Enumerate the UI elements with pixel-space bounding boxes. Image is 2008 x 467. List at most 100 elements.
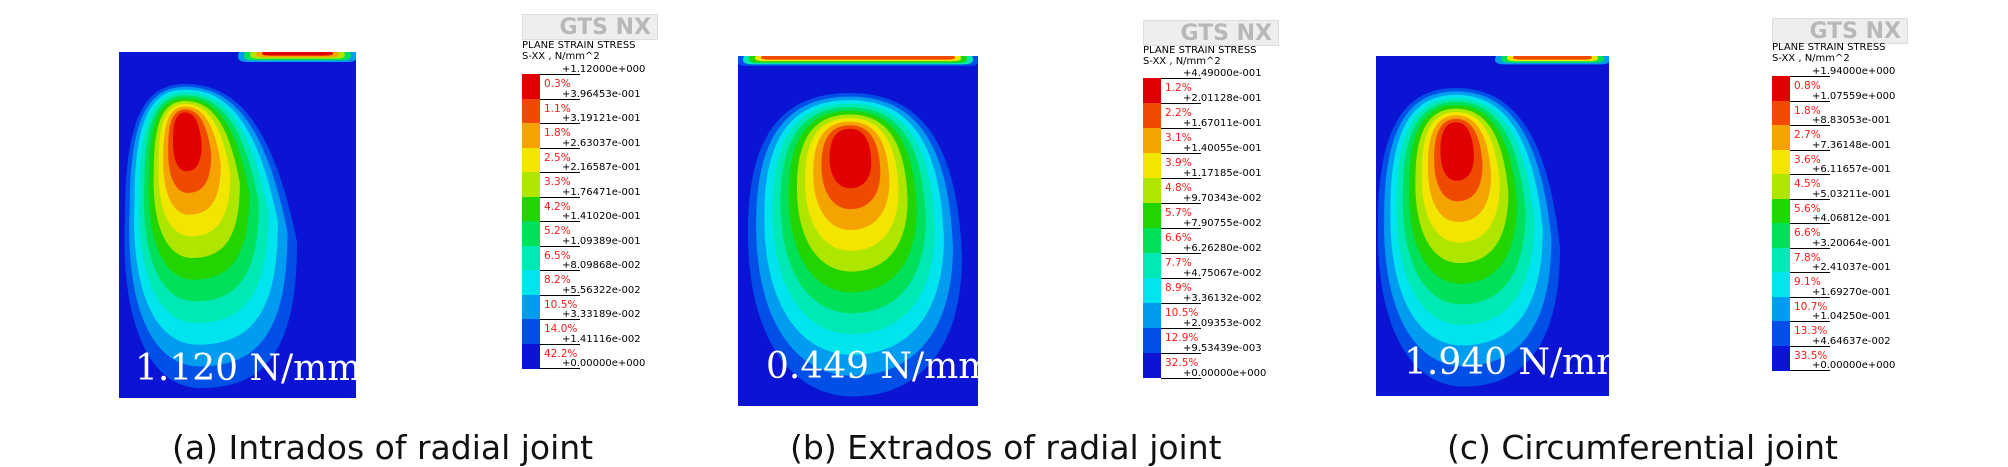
legend-value: +1.41020e-001	[562, 211, 641, 222]
legend-percent: 33.5%	[1794, 349, 1828, 362]
legend-tick	[540, 245, 580, 247]
legend-tick	[1161, 328, 1201, 329]
legend-tick	[1161, 253, 1201, 254]
legend-a: PLANE STRAIN STRESS S-XX , N/mm^2 0.3% 1.1%…	[522, 0, 672, 380]
legend-percent: 4.8%	[1165, 182, 1192, 194]
contour-band	[1440, 122, 1474, 181]
legend-value: +6.11657e-001	[1812, 164, 1891, 175]
legend-tick	[1161, 353, 1201, 354]
legend-tick	[540, 270, 580, 271]
legend-percent: 3.3%	[544, 176, 571, 188]
legend-percent: 10.5%	[1165, 307, 1199, 319]
legend-percent: 7.7%	[1165, 257, 1192, 269]
legend-tick	[1161, 278, 1201, 279]
contour-plot-c: 1.940 N/mm2	[1376, 56, 1609, 396]
legend-tick	[1790, 125, 1830, 126]
legend-percent: 14.0%	[544, 323, 578, 335]
legend-value: +1.94000e+000	[1812, 66, 1896, 77]
legend-percent: 2.5%	[544, 151, 571, 164]
legend-percent: 7.8%	[1794, 251, 1821, 264]
legend-percent: 1.2%	[1165, 82, 1192, 94]
legend-tick	[1790, 345, 1830, 347]
legend-tick	[1790, 247, 1830, 249]
legend-color-band	[1143, 78, 1161, 103]
legend-color-band	[522, 98, 540, 124]
top-edge-stress-band	[1513, 56, 1592, 60]
legend-color-band	[522, 319, 540, 344]
legend-value: +4.75067e-002	[1183, 268, 1262, 279]
legend-color-band	[1143, 228, 1161, 253]
legend-percent: 0.3%	[544, 78, 571, 90]
legend-value: +4.49000e-001	[1183, 68, 1262, 79]
legend-value: +9.70343e-002	[1183, 193, 1262, 204]
legend-tick	[540, 98, 580, 100]
legend-percent: 8.9%	[1165, 282, 1192, 294]
legend-color-band	[1772, 247, 1790, 273]
legend-tick	[1161, 378, 1201, 379]
legend-color-band	[522, 172, 540, 197]
legend-tick	[1161, 178, 1201, 179]
legend-tick	[1790, 296, 1830, 298]
gts-nx-logo-c: GTS NX	[1772, 18, 1908, 44]
legend-color-band	[1772, 149, 1790, 175]
contour-svg-a	[119, 52, 356, 398]
gts-nx-logo-b: GTS NX	[1143, 20, 1279, 46]
legend-value: +3.36132e-002	[1183, 293, 1262, 304]
legend-color-band	[1143, 203, 1161, 228]
legend-percent: 2.2%	[1165, 107, 1192, 119]
legend-value: +1.69270e-001	[1812, 286, 1891, 298]
legend-color-band	[522, 294, 540, 320]
legend-percent: 1.8%	[1794, 104, 1821, 117]
legend-tick	[1790, 76, 1830, 77]
legend-title: PLANE STRAIN STRESS	[522, 40, 636, 51]
legend-color-band	[1772, 296, 1790, 322]
panel-a: 1.120 N/mm2 GTS NX PLANE STRAIN STRESSS-…	[0, 0, 672, 467]
legend-tick	[1161, 78, 1201, 79]
legend-percent: 6.5%	[544, 249, 571, 262]
legend-color-band	[1143, 353, 1161, 378]
legend-tick	[1161, 128, 1201, 129]
legend-color-band	[522, 147, 540, 173]
legend-percent: 0.8%	[1794, 80, 1821, 92]
legend-percent: 2.7%	[1794, 129, 1821, 141]
gts-nx-logo-a: GTS NX	[522, 14, 658, 40]
legend-tick	[1790, 100, 1830, 102]
legend-percent: 42.2%	[544, 347, 578, 360]
legend-color-band	[522, 343, 540, 369]
legend-value: +0.00000e+000	[562, 358, 646, 369]
legend-value: +7.36148e-001	[1812, 139, 1891, 151]
legend-value: +2.63037e-001	[562, 137, 641, 149]
legend-value: +5.56322e-002	[562, 284, 641, 296]
legend-tick	[1790, 223, 1830, 224]
legend-color-band	[522, 74, 540, 99]
legend-value: +1.67011e-001	[1183, 118, 1262, 129]
legend-value: +8.09868e-002	[562, 260, 641, 271]
legend-color-band	[1772, 223, 1790, 248]
legend-value: +1.09389e-001	[562, 235, 641, 247]
legend-percent: 3.1%	[1165, 132, 1192, 144]
legend-b: PLANE STRAIN STRESS S-XX , N/mm^2 1.2% 2.2%…	[1143, 0, 1293, 390]
legend-percent: 10.5%	[544, 298, 578, 311]
legend-color-band	[522, 221, 540, 246]
legend-value: +6.26280e-002	[1183, 243, 1262, 254]
legend-percent: 9.1%	[1794, 276, 1821, 288]
legend-units: S-XX , N/mm^2	[522, 51, 600, 62]
legend-percent: 10.7%	[1794, 300, 1828, 313]
legend-color-band	[1143, 328, 1161, 353]
legend-percent: 5.2%	[544, 225, 571, 237]
legend-tick	[540, 147, 580, 149]
legend-tick	[1161, 203, 1201, 204]
legend-color-band	[1772, 345, 1790, 371]
legend-value: +2.16587e-001	[562, 162, 641, 173]
legend-value: +0.00000e+000	[1183, 368, 1267, 379]
legend-value: +1.40055e-001	[1183, 143, 1262, 154]
legend-value: +9.53439e-003	[1183, 343, 1262, 354]
panel-c: 1.940 N/mm2 GTS NX PLANE STRAIN STRESSS-…	[1376, 18, 1908, 467]
legend-percent: 4.5%	[1794, 178, 1821, 190]
legend-value: +3.96453e-001	[562, 88, 641, 100]
legend-tick	[1790, 149, 1830, 151]
legend-tick	[1161, 103, 1201, 104]
legend-color-band	[1772, 272, 1790, 297]
legend-color-band	[1772, 174, 1790, 199]
legend-tick	[1161, 303, 1201, 304]
